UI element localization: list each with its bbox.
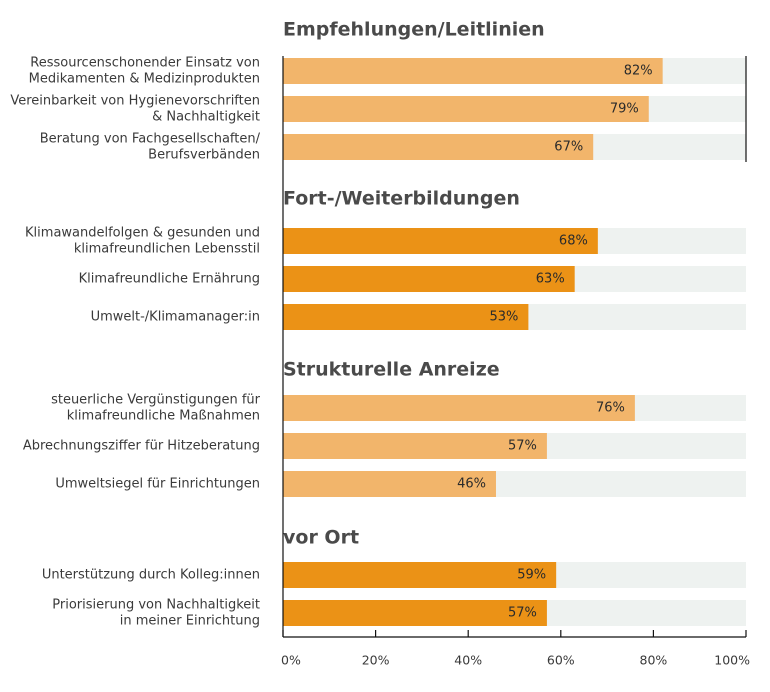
category-label: steuerliche Vergünstigungen für — [51, 393, 261, 408]
category-label: Medikamenten & Medizinprodukten — [29, 72, 260, 87]
category-label: Unterstützung durch Kolleg:innen — [42, 568, 260, 583]
category-label: & Nachhaltigkeit — [152, 110, 260, 125]
x-tick-label: 40% — [454, 653, 482, 668]
bar-value-label: 76% — [596, 401, 625, 416]
group-title: Empfehlungen/Leitlinien — [283, 19, 545, 41]
category-label: Umwelt-/Klimamanager:in — [91, 310, 260, 325]
bar-value-label: 82% — [624, 64, 653, 79]
category-label: klimafreundliche Maßnahmen — [67, 409, 260, 424]
x-tick-label: 60% — [547, 653, 575, 668]
bar-value-label: 67% — [554, 140, 583, 155]
category-label: Klimafreundliche Ernährung — [79, 272, 260, 287]
x-tick-label: 100% — [714, 653, 750, 668]
bar-value-label: 57% — [508, 606, 537, 621]
category-label: Klimawandelfolgen & gesunden und — [25, 226, 260, 241]
bar — [283, 562, 557, 588]
group-title: Strukturelle Anreize — [283, 359, 500, 381]
bar-value-label: 63% — [536, 272, 565, 287]
category-label: Abrechnungsziffer für Hitzeberatung — [23, 439, 260, 454]
category-label: Beratung von Fachgesellschaften/ — [40, 132, 261, 147]
category-label: klimafreundlichen Lebensstil — [74, 242, 260, 257]
bar — [283, 58, 663, 84]
bar-value-label: 53% — [489, 310, 518, 325]
bar — [283, 134, 594, 160]
bar — [283, 266, 575, 292]
bar-value-label: 57% — [508, 439, 537, 454]
category-label: Berufsverbänden — [148, 148, 260, 163]
bar — [283, 228, 598, 254]
group-title: Fort-/Weiterbildungen — [283, 188, 520, 210]
x-tick-label: 0% — [281, 653, 301, 668]
bar — [283, 433, 547, 459]
bar — [283, 471, 496, 497]
bar — [283, 600, 547, 626]
category-label: Umweltsiegel für Einrichtungen — [55, 477, 260, 492]
bar-value-label: 68% — [559, 234, 588, 249]
category-label: Vereinbarkeit von Hygienevorschriften — [10, 94, 260, 109]
x-tick-label: 20% — [362, 653, 390, 668]
bar-value-label: 59% — [517, 568, 546, 583]
category-label: Ressourcenschonender Einsatz von — [30, 56, 260, 71]
bar-value-label: 79% — [610, 102, 639, 117]
bar — [283, 395, 635, 421]
category-label: in meiner Einrichtung — [120, 614, 260, 629]
group-title: vor Ort — [283, 527, 359, 549]
bar — [283, 304, 529, 330]
x-tick-label: 80% — [640, 653, 668, 668]
category-label: Priorisierung von Nachhaltigkeit — [52, 598, 260, 613]
bar-value-label: 46% — [457, 477, 486, 492]
bar — [283, 96, 649, 122]
